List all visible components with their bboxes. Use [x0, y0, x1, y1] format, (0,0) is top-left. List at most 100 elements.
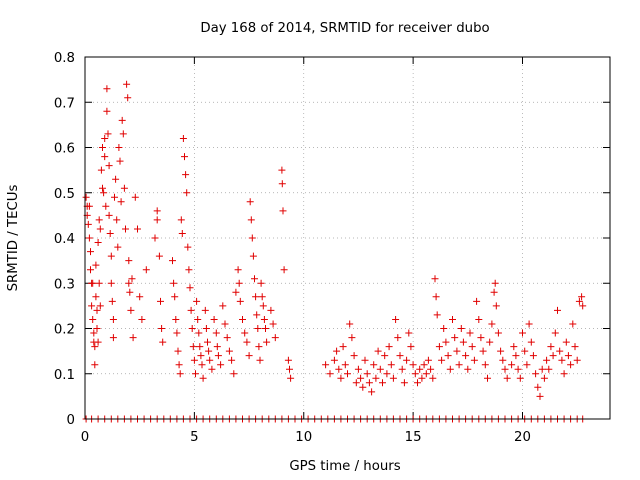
data-point	[564, 352, 572, 360]
data-point	[455, 361, 463, 369]
data-point	[440, 325, 448, 332]
data-point	[508, 361, 516, 369]
data-point	[344, 370, 351, 378]
data-point	[492, 302, 500, 310]
data-point	[569, 320, 577, 328]
data-point	[459, 338, 467, 346]
data-point	[243, 338, 251, 346]
data-point	[403, 356, 411, 364]
data-point	[414, 379, 421, 387]
data-point	[503, 374, 511, 382]
y-tick-label: 0.4	[54, 232, 75, 247]
data-point	[89, 316, 97, 323]
data-point	[491, 279, 499, 287]
data-point	[104, 130, 112, 138]
data-point	[379, 379, 386, 387]
data-point	[236, 297, 244, 305]
data-point	[232, 288, 240, 296]
data-point	[368, 388, 376, 396]
grid-lines	[85, 57, 610, 419]
data-point	[113, 216, 121, 224]
data-point	[262, 325, 269, 332]
x-tick-label: 15	[405, 430, 422, 445]
data-point	[116, 157, 124, 165]
data-point	[173, 329, 181, 337]
data-point	[105, 162, 113, 170]
data-point	[363, 370, 371, 378]
data-point	[547, 343, 555, 351]
data-point	[88, 302, 96, 310]
data-point	[217, 361, 225, 369]
y-tick-label: 0.8	[54, 51, 75, 66]
data-point	[494, 329, 502, 337]
data-point	[409, 361, 417, 369]
data-point	[96, 225, 104, 233]
data-point	[201, 306, 209, 314]
data-point	[278, 180, 286, 188]
data-point	[252, 293, 260, 301]
data-point	[333, 347, 341, 355]
data-point	[457, 325, 465, 332]
data-point	[214, 352, 222, 360]
data-point	[107, 252, 115, 260]
data-point	[153, 216, 161, 224]
data-point	[396, 352, 404, 360]
x-tick-labels: 0 5 10 15 20	[81, 430, 531, 445]
data-point	[87, 266, 94, 274]
data-point	[385, 343, 393, 351]
data-point	[85, 202, 93, 210]
data-point	[431, 275, 439, 283]
data-point	[527, 338, 535, 346]
data-point	[193, 297, 201, 305]
data-point	[357, 374, 365, 382]
data-point	[387, 361, 395, 369]
data-point	[102, 202, 110, 210]
data-point	[210, 316, 218, 323]
data-point	[571, 343, 579, 351]
data-point	[538, 365, 546, 373]
data-point	[253, 311, 261, 319]
data-point	[95, 216, 103, 224]
data-point	[286, 365, 293, 373]
data-point	[194, 316, 202, 323]
data-point	[422, 370, 430, 378]
data-point	[348, 334, 356, 342]
data-point	[249, 252, 257, 260]
x-tick-label: 20	[514, 430, 531, 445]
data-point	[117, 198, 125, 206]
data-point	[462, 352, 470, 360]
data-point	[444, 352, 452, 360]
data-point	[142, 266, 150, 274]
data-point	[84, 220, 92, 228]
data-point	[205, 347, 213, 355]
x-axis-label: GPS time / hours	[289, 459, 400, 474]
data-point	[92, 293, 100, 301]
data-point	[484, 374, 491, 382]
y-axis-label: SRMTID / TECUs	[6, 185, 21, 292]
data-point	[159, 338, 167, 346]
data-point	[416, 365, 424, 373]
data-point	[575, 297, 583, 305]
data-point	[235, 279, 243, 287]
data-point	[510, 343, 518, 351]
data-point	[420, 361, 428, 369]
data-point	[558, 356, 566, 364]
data-point	[179, 135, 187, 142]
data-point	[560, 370, 568, 378]
data-point	[263, 338, 271, 346]
data-point	[99, 184, 106, 192]
data-point	[451, 334, 459, 342]
data-point	[258, 293, 266, 301]
data-point	[424, 356, 432, 364]
data-point	[223, 334, 231, 342]
data-point	[477, 334, 485, 342]
data-point	[464, 365, 472, 373]
data-point	[99, 144, 106, 151]
data-point	[105, 211, 113, 219]
data-point	[449, 316, 456, 323]
data-point	[199, 374, 207, 382]
data-point	[267, 306, 275, 314]
data-point	[545, 365, 553, 373]
data-point	[92, 261, 100, 269]
data-point	[89, 279, 97, 287]
